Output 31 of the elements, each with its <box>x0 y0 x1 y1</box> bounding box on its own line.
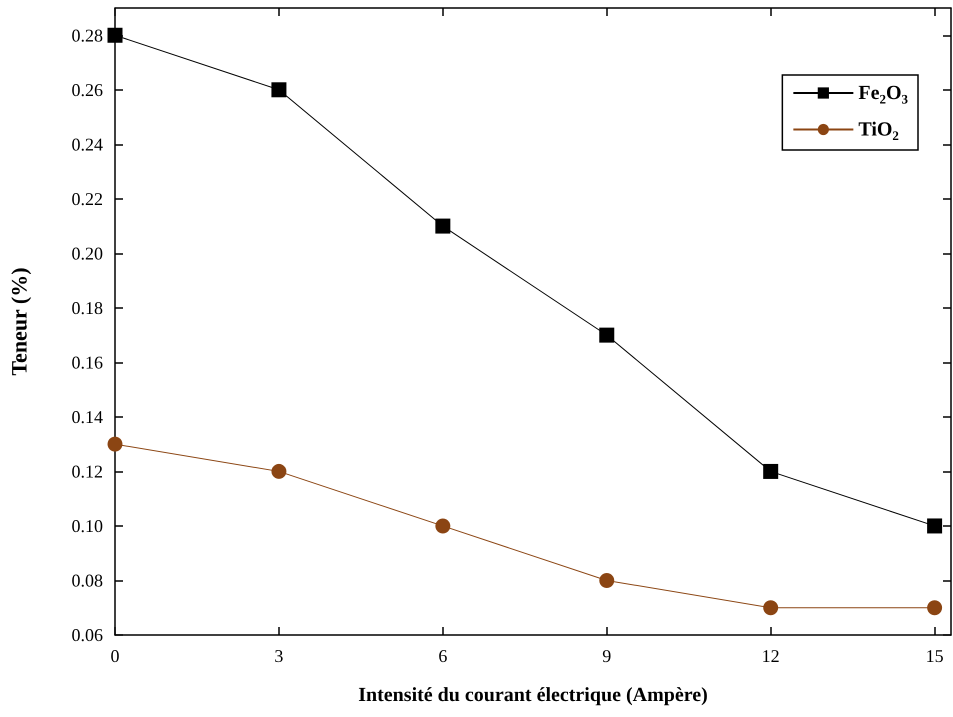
point <box>927 600 942 616</box>
x-tick-label: 6 <box>438 646 448 666</box>
point <box>435 518 450 534</box>
point <box>599 572 614 588</box>
x-tick-label: 9 <box>602 646 612 666</box>
y-tick-label: 0.20 <box>72 243 103 264</box>
point <box>271 82 286 98</box>
x-tick-label: 12 <box>762 646 780 666</box>
y-tick-label: 0.26 <box>72 80 103 100</box>
y-tick-label: 0.24 <box>72 134 103 154</box>
y-tick-label: 0.18 <box>72 298 103 318</box>
x-tick-label: 3 <box>274 646 284 666</box>
point <box>763 464 778 479</box>
y-tick-label: 0.10 <box>72 516 103 536</box>
point <box>271 464 286 479</box>
y-tick-label: 0.22 <box>72 188 103 209</box>
point <box>599 328 614 343</box>
y-tick-label: 0.08 <box>72 570 103 590</box>
y-tick-label: 0.06 <box>72 625 103 645</box>
point <box>927 518 942 534</box>
y-tick-label: 0.28 <box>72 25 103 46</box>
x-tick-label: 15 <box>926 646 944 666</box>
point <box>435 218 450 234</box>
y-tick-label: 0.16 <box>72 352 103 372</box>
y-tick-label: 0.14 <box>72 406 103 427</box>
y-axis-title: Teneur (%) <box>6 267 32 376</box>
point <box>108 436 122 452</box>
x-axis-title: Intensité du courant électrique (Ampère) <box>358 684 708 706</box>
x-tick-label: 0 <box>110 646 120 666</box>
y-tick-label: 0.12 <box>72 461 103 482</box>
point <box>763 600 778 616</box>
